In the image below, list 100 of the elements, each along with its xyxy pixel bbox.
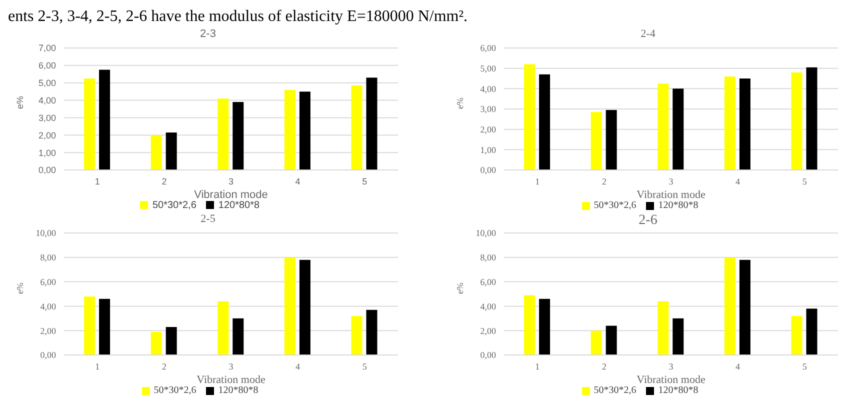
y-tick-label: 2,00 bbox=[40, 326, 56, 336]
bar bbox=[672, 88, 684, 170]
x-axis-title: Vibration mode bbox=[636, 189, 706, 201]
chart-title: 2-5 bbox=[200, 213, 216, 227]
y-tick-label: 4,00 bbox=[480, 84, 496, 94]
x-tick-label: 1 bbox=[95, 361, 100, 372]
bar bbox=[524, 295, 536, 355]
bar bbox=[658, 84, 669, 170]
legend-label: 50*30*2,6 bbox=[154, 385, 196, 396]
bar bbox=[590, 330, 602, 355]
bar bbox=[724, 257, 736, 355]
legend-label: 50*30*2,6 bbox=[594, 200, 636, 211]
y-tick-label: 1,00 bbox=[38, 148, 56, 158]
bar bbox=[366, 310, 378, 355]
x-tick-label: 5 bbox=[362, 361, 368, 372]
y-tick-label: 6,00 bbox=[480, 43, 496, 54]
y-tick-label: 0,00 bbox=[40, 350, 56, 360]
x-tick-label: 5 bbox=[802, 176, 808, 186]
bar bbox=[351, 316, 362, 355]
bar bbox=[99, 298, 110, 355]
y-tick-label: 3,00 bbox=[38, 112, 56, 123]
y-tick-label: 7,00 bbox=[38, 43, 56, 54]
y-tick-label: 2,00 bbox=[38, 130, 56, 140]
y-tick-label: 4,00 bbox=[480, 301, 496, 312]
chart-title: 2-4 bbox=[640, 28, 656, 42]
x-tick-label: 2 bbox=[162, 176, 167, 186]
y-axis-title: e% bbox=[455, 282, 466, 294]
bar bbox=[524, 64, 536, 170]
legend-label: 50*30*2,6 bbox=[594, 385, 636, 396]
legend-label: 50*30*2,6 bbox=[152, 200, 196, 211]
y-tick-label: 0,00 bbox=[480, 350, 496, 360]
y-tick-label: 10,00 bbox=[476, 228, 496, 238]
x-axis-title: Vibration mode bbox=[196, 374, 266, 386]
legend-label: 120*80*8 bbox=[658, 200, 698, 211]
x-tick-label: 1 bbox=[535, 176, 540, 186]
bar bbox=[739, 260, 750, 355]
bar bbox=[351, 85, 362, 170]
y-tick-label: 8,00 bbox=[40, 252, 56, 263]
y-tick-label: 5,00 bbox=[480, 64, 496, 74]
bar bbox=[806, 308, 818, 355]
chart-title: 2-6 bbox=[638, 213, 658, 229]
bar bbox=[791, 72, 802, 170]
x-tick-label: 3 bbox=[228, 176, 234, 186]
y-tick-label: 3,00 bbox=[480, 104, 496, 114]
y-tick-label: 1,00 bbox=[480, 144, 496, 155]
y-tick-label: 0,00 bbox=[480, 165, 496, 176]
x-tick-label: 4 bbox=[736, 361, 741, 372]
bar bbox=[672, 318, 684, 355]
x-tick-label: 4 bbox=[736, 176, 741, 186]
bar bbox=[658, 301, 669, 355]
y-tick-label: 6,00 bbox=[480, 276, 496, 287]
x-axis-title: Vibration mode bbox=[636, 374, 706, 386]
y-tick-label: 4,00 bbox=[38, 95, 56, 106]
legend-label: 120*80*8 bbox=[658, 385, 698, 396]
x-tick-label: 5 bbox=[802, 361, 808, 372]
y-tick-label: 2,00 bbox=[480, 124, 496, 135]
x-tick-label: 5 bbox=[362, 176, 368, 186]
x-tick-label: 2 bbox=[162, 361, 166, 372]
bar bbox=[539, 298, 550, 355]
legend-label: 120*80*8 bbox=[218, 200, 260, 211]
bar bbox=[366, 78, 378, 170]
bar bbox=[539, 74, 550, 170]
x-tick-label: 3 bbox=[668, 176, 674, 186]
bar bbox=[150, 135, 162, 170]
x-tick-label: 3 bbox=[668, 361, 674, 372]
bar bbox=[791, 316, 802, 355]
bar bbox=[590, 112, 602, 170]
bar bbox=[606, 110, 617, 170]
y-tick-label: 5,00 bbox=[38, 78, 56, 88]
bar bbox=[218, 98, 229, 170]
legend-label: 120*80*8 bbox=[218, 385, 258, 396]
x-tick-label: 2 bbox=[602, 176, 606, 186]
bar bbox=[232, 102, 244, 170]
bar bbox=[218, 301, 229, 355]
bar bbox=[166, 132, 177, 170]
x-axis-title: Vibration mode bbox=[194, 189, 268, 201]
bar bbox=[284, 90, 296, 170]
bar bbox=[806, 67, 818, 170]
chart-title: 2-3 bbox=[199, 28, 217, 42]
y-tick-label: 2,00 bbox=[480, 326, 496, 336]
bar bbox=[232, 318, 244, 355]
y-tick-label: 0,00 bbox=[38, 165, 56, 176]
y-tick-label: 6,00 bbox=[38, 60, 56, 71]
x-tick-label: 4 bbox=[296, 361, 301, 372]
bar bbox=[150, 332, 162, 355]
bar bbox=[84, 78, 96, 170]
bar bbox=[739, 78, 750, 170]
bar bbox=[166, 326, 177, 355]
y-axis-title: e% bbox=[15, 96, 26, 109]
x-tick-label: 1 bbox=[535, 361, 540, 372]
bar bbox=[299, 260, 310, 355]
bar bbox=[724, 76, 736, 170]
x-tick-label: 3 bbox=[228, 361, 234, 372]
y-axis-title: e% bbox=[15, 282, 26, 294]
text: ents 2-3, 3-4, 2-5, 2-6 have the modulus of elasticity E=180000 N/mm². bbox=[8, 8, 468, 25]
bar bbox=[299, 92, 310, 170]
bar bbox=[84, 296, 96, 355]
y-tick-label: 6,00 bbox=[40, 276, 56, 287]
y-axis-title: e% bbox=[455, 97, 466, 109]
bar bbox=[99, 70, 110, 170]
